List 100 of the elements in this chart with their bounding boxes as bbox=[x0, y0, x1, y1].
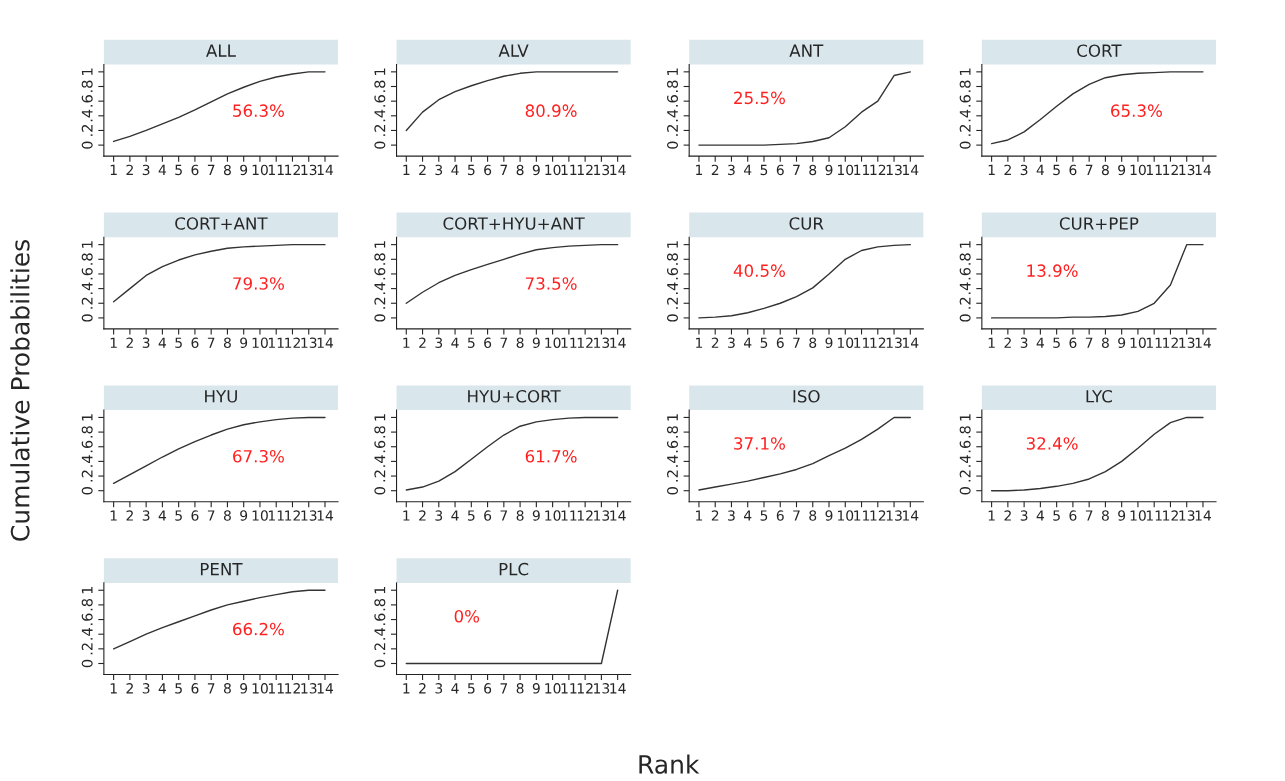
x-tick-label: 9 bbox=[532, 510, 540, 521]
y-tick-label: .4 bbox=[374, 282, 386, 294]
y-tick-label: 1 bbox=[81, 414, 93, 421]
x-tick-label: 1 bbox=[988, 164, 995, 175]
x-tick-label: 13 bbox=[886, 164, 902, 176]
x-tick-label: 13 bbox=[594, 164, 610, 176]
x-tick-label: 9 bbox=[240, 164, 248, 176]
x-tick-label: 7 bbox=[207, 337, 215, 348]
x-tick-label: 4 bbox=[158, 683, 167, 694]
line-series bbox=[698, 243, 912, 319]
x-tick-label: 12 bbox=[285, 510, 300, 521]
x-tick-label: 10 bbox=[837, 510, 854, 521]
x-tick-label: 13 bbox=[301, 683, 317, 694]
x-tick-label: 7 bbox=[793, 164, 800, 175]
x-tick-label: 13 bbox=[886, 337, 902, 348]
x-tick-label: 11 bbox=[268, 683, 284, 694]
x-tick-label: 3 bbox=[728, 510, 735, 521]
x-tick-label: 12 bbox=[577, 337, 593, 348]
x-tick-label: 11 bbox=[561, 164, 577, 175]
chart-title: LYC bbox=[1086, 389, 1112, 403]
x-tick-label: 12 bbox=[577, 683, 593, 694]
y-tick-label: .8 bbox=[81, 598, 93, 611]
x-tick-label: 9 bbox=[1118, 164, 1126, 176]
x-tick-label: 13 bbox=[301, 510, 317, 521]
x-tick-label: 9 bbox=[240, 683, 248, 694]
chart-title: ALV bbox=[498, 44, 529, 57]
x-tick-label: 1 bbox=[403, 510, 410, 521]
x-tick-label: 11 bbox=[1146, 164, 1162, 175]
x-tick-label: 3 bbox=[1020, 510, 1028, 521]
x-tick-label: 14 bbox=[610, 683, 626, 694]
x-tick-label: 6 bbox=[1069, 164, 1077, 176]
x-tick-label: 2 bbox=[1004, 337, 1011, 348]
x-tick-label: 9 bbox=[825, 337, 833, 348]
chart-title: CUR bbox=[789, 217, 824, 230]
x-tick-label: 8 bbox=[809, 510, 817, 521]
chart-title: HYU+CORT bbox=[468, 389, 561, 403]
x-tick-label: 1 bbox=[110, 510, 117, 521]
y-tick-label: 0 bbox=[374, 659, 386, 668]
y-tick-label: .2 bbox=[81, 470, 93, 482]
x-tick-label: 12 bbox=[870, 337, 886, 348]
x-tick-label: 8 bbox=[1101, 164, 1109, 176]
y-tick-label: 0 bbox=[959, 141, 971, 149]
y-tick-label: .6 bbox=[959, 267, 971, 280]
annotation: 13.9% bbox=[1027, 264, 1078, 277]
x-tick-label: 2 bbox=[711, 164, 719, 175]
y-tick-label: 1 bbox=[959, 414, 971, 421]
x-tick-label: 8 bbox=[223, 510, 231, 521]
y-tick-label: 1 bbox=[81, 586, 93, 594]
x-tick-label: 5 bbox=[175, 683, 182, 694]
x-tick-label: 11 bbox=[1146, 510, 1162, 521]
x-tick-label: 9 bbox=[825, 164, 833, 176]
x-tick-label: 4 bbox=[451, 337, 459, 348]
x-tick-label: 3 bbox=[435, 337, 443, 348]
x-tick-label: 4 bbox=[158, 510, 167, 521]
x-tick-label: 6 bbox=[1069, 510, 1077, 521]
y-tick-label: 1 bbox=[374, 241, 386, 248]
chart-title: ANT bbox=[789, 44, 824, 57]
x-tick-label: 10 bbox=[545, 164, 561, 176]
line-series bbox=[698, 71, 912, 146]
chart-title: CORT bbox=[1077, 44, 1122, 57]
y-tick-label: .6 bbox=[81, 440, 93, 453]
x-tick-label: 14 bbox=[903, 337, 919, 348]
x-tick-label: 10 bbox=[252, 683, 268, 694]
x-tick-label: 6 bbox=[1069, 337, 1077, 348]
x-tick-label: 5 bbox=[467, 164, 475, 176]
x-tick-label: 5 bbox=[175, 164, 182, 176]
x-axis-title: Rank bbox=[639, 754, 700, 774]
x-tick-label: 7 bbox=[793, 510, 800, 521]
y-tick-label: .6 bbox=[667, 440, 679, 453]
y-tick-label: .8 bbox=[374, 80, 386, 92]
y-tick-label: 0 bbox=[374, 487, 386, 495]
x-tick-label: 9 bbox=[532, 337, 540, 348]
chart-title: PLC bbox=[499, 562, 529, 576]
y-tick-label: .2 bbox=[374, 297, 386, 309]
y-tick-label: .8 bbox=[959, 80, 971, 92]
x-tick-label: 12 bbox=[577, 510, 593, 521]
x-tick-label: 8 bbox=[223, 164, 231, 176]
x-tick-label: 4 bbox=[743, 164, 752, 175]
annotation: 61.7% bbox=[525, 449, 577, 463]
y-tick-label: .4 bbox=[667, 109, 678, 122]
x-tick-label: 4 bbox=[1036, 337, 1045, 348]
line-series bbox=[405, 71, 619, 132]
y-tick-label: .8 bbox=[667, 426, 679, 438]
x-tick-label: 7 bbox=[1085, 337, 1093, 348]
annotation: 66.2% bbox=[233, 622, 284, 636]
x-tick-label: 2 bbox=[711, 510, 719, 521]
y-tick-label: 1 bbox=[667, 414, 678, 421]
x-tick-label: 12 bbox=[870, 164, 886, 175]
x-tick-label: 2 bbox=[126, 510, 133, 521]
x-tick-label: 3 bbox=[728, 164, 735, 176]
line-series bbox=[112, 243, 326, 303]
x-tick-label: 10 bbox=[252, 164, 268, 176]
x-tick-label: 3 bbox=[142, 164, 150, 176]
line-series bbox=[405, 416, 619, 491]
chart-title: ISO bbox=[793, 389, 820, 403]
x-tick-label: 5 bbox=[175, 510, 182, 521]
x-tick-label: 3 bbox=[1020, 164, 1028, 176]
x-tick-label: 12 bbox=[1163, 337, 1178, 348]
x-tick-label: 7 bbox=[207, 164, 215, 175]
x-tick-label: 1 bbox=[696, 164, 703, 175]
